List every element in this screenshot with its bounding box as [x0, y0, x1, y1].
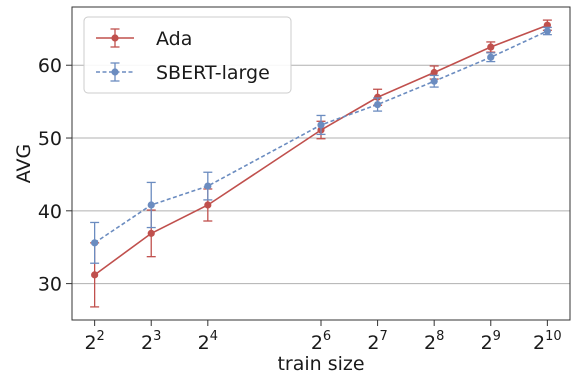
- x-tick-label: 26: [311, 329, 331, 354]
- legend-marker: [111, 34, 119, 42]
- series-line: [94, 24, 548, 276]
- y-tick-label: 60: [38, 55, 62, 77]
- plot-frame: [71, 6, 571, 321]
- legend-entry: Ada: [96, 28, 192, 50]
- x-tick-label: 210: [533, 329, 562, 354]
- y-axis-label: AVG: [13, 144, 35, 184]
- legend-entry: SBERT-large: [96, 62, 270, 84]
- data-point: [543, 27, 551, 35]
- series-layer: [90, 19, 552, 308]
- data-point: [91, 271, 99, 279]
- data-point: [430, 68, 438, 77]
- x-axis-label: train size: [277, 353, 364, 374]
- data-point: [317, 121, 325, 129]
- data-point: [147, 201, 155, 209]
- tick-labels: 30 40 50 60 22 23 24 26 27 28 29 210: [38, 55, 562, 354]
- y-tick-label: 50: [38, 128, 62, 150]
- legend: Ada SBERT-large: [83, 16, 292, 94]
- y-tick-label: 30: [38, 274, 62, 296]
- data-point: [373, 93, 382, 101]
- x-tick-label: 28: [424, 329, 444, 354]
- data-point: [430, 77, 438, 85]
- x-tick-label: 24: [198, 329, 218, 354]
- y-tick-label: 40: [38, 201, 62, 223]
- series-sbert-large: [90, 26, 552, 264]
- data-point: [204, 201, 212, 209]
- data-point: [91, 239, 99, 247]
- data-point: [487, 53, 495, 61]
- data-point: [373, 100, 382, 109]
- legend-marker: [111, 68, 119, 76]
- x-tick-label: 23: [141, 329, 161, 354]
- axes: [66, 6, 571, 326]
- data-point: [487, 43, 495, 51]
- data-point: [147, 229, 155, 237]
- data-point: [204, 182, 212, 190]
- legend-box: [83, 16, 292, 94]
- x-tick-label: 27: [367, 329, 387, 354]
- x-tick-label: 22: [84, 329, 104, 354]
- x-tick-label: 29: [481, 329, 501, 354]
- legend-label: Ada: [156, 28, 192, 50]
- legend-label: SBERT-large: [156, 62, 270, 84]
- series-line: [94, 30, 548, 244]
